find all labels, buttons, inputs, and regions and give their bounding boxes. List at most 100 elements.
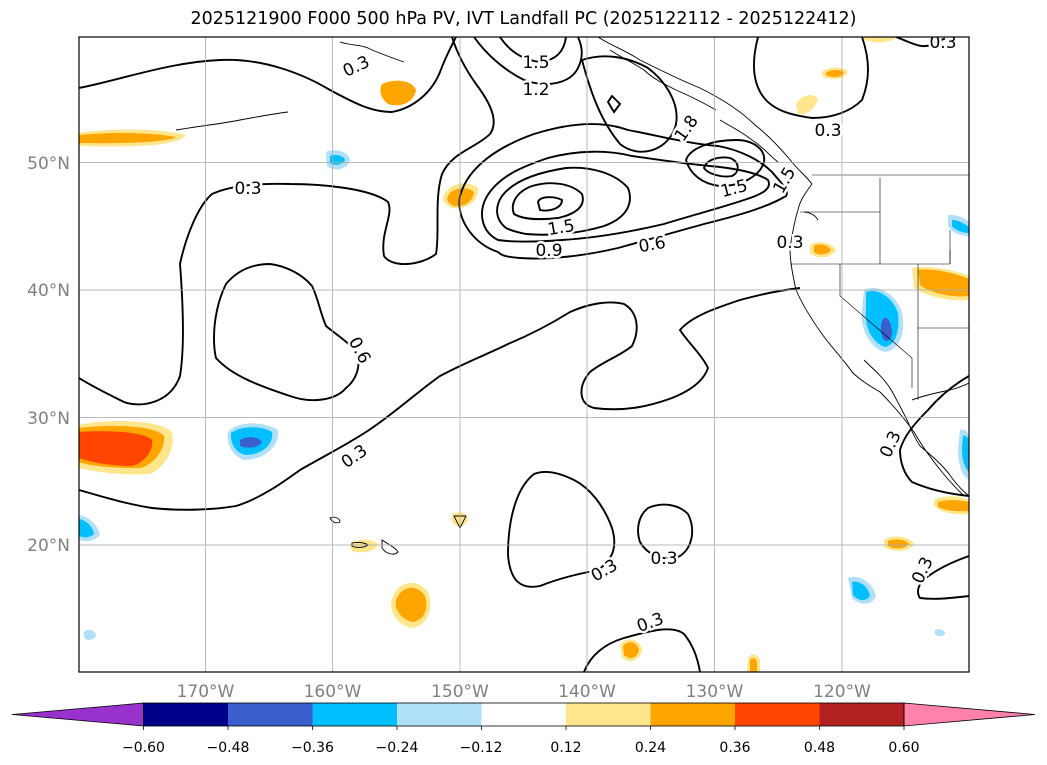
contour-line xyxy=(213,263,360,402)
coastline xyxy=(789,183,881,393)
colorbar-tick-label: 0.12 xyxy=(550,740,581,756)
contour-label: 0.3 xyxy=(776,233,803,253)
contour-label: 0.9 xyxy=(535,241,562,261)
colorbar-extend-max xyxy=(903,702,1036,727)
contour-line xyxy=(537,196,563,212)
lat-label: 30°N xyxy=(27,409,70,429)
coastline xyxy=(175,111,289,131)
contour-line xyxy=(580,55,678,153)
contour-line xyxy=(496,166,631,236)
shaded-patch xyxy=(880,317,892,342)
shaded-patch xyxy=(350,539,378,553)
lon-label: 170°W xyxy=(177,682,235,702)
colorbar-tick-label: 0.60 xyxy=(888,740,919,756)
contour-line xyxy=(499,37,567,63)
contour-label: 0.3 xyxy=(814,121,841,141)
shaded-patch xyxy=(79,132,176,144)
colorbar-swatch xyxy=(819,703,904,726)
colorbar-tick-label: −0.60 xyxy=(122,740,165,756)
contour-line xyxy=(583,628,701,672)
coastline xyxy=(381,539,399,555)
contour-line xyxy=(753,37,869,119)
state-borders xyxy=(790,174,969,400)
contour-label: 1.2 xyxy=(522,80,549,100)
contour-label: 0.3 xyxy=(234,179,261,199)
lat-label: 20°N xyxy=(27,536,70,556)
colorbar-swatch xyxy=(397,703,482,726)
shaded-patch xyxy=(852,581,870,601)
contour-label: 0.3 xyxy=(340,52,373,82)
border-line xyxy=(839,264,913,388)
contour-label: 0.3 xyxy=(929,33,956,53)
contour-line xyxy=(895,37,955,48)
map-area: 0.3 0.3 0.3 0.3 0.3 0.3 0.3 0.3 0.3 0.3 … xyxy=(79,33,969,672)
contour-label: 1.5 xyxy=(769,164,800,197)
colorbar-extend-min xyxy=(11,702,144,727)
lon-label: 160°W xyxy=(304,682,362,702)
contour-label: 1.5 xyxy=(522,53,549,73)
lat-label: 40°N xyxy=(27,281,70,301)
coastline xyxy=(329,516,341,524)
contour-label: 0.3 xyxy=(588,555,621,586)
shaded-patch xyxy=(962,435,969,472)
contour-line xyxy=(606,94,622,114)
shaded-patch xyxy=(84,629,96,640)
contour-line xyxy=(702,156,739,178)
colorbar-swatch xyxy=(735,703,820,726)
coastline xyxy=(879,391,965,497)
contour-line xyxy=(637,503,694,560)
shaded-anomalies xyxy=(79,37,969,672)
colorbar-tick-label: 0.48 xyxy=(804,740,835,756)
map-frame xyxy=(78,36,970,673)
contour-label: 1.5 xyxy=(719,176,750,202)
contour-line xyxy=(511,182,584,221)
contour-line xyxy=(899,375,969,497)
shaded-patch xyxy=(826,70,844,78)
figure-title: 2025121900 F000 500 hPa PV, IVT Landfall… xyxy=(190,9,857,29)
shaded-patch xyxy=(623,642,639,658)
contour-line xyxy=(79,287,801,511)
contour-label: 0.3 xyxy=(876,428,906,461)
contour-label: 0.3 xyxy=(634,609,666,637)
colorbar-swatch xyxy=(481,703,566,726)
coastline xyxy=(919,445,969,497)
lon-label: 150°W xyxy=(431,682,489,702)
contour-line xyxy=(507,471,616,588)
shaded-patch xyxy=(79,519,94,538)
longitude-labels: 170°W 160°W 150°W 140°W 130°W 120°W xyxy=(177,682,871,702)
shaded-patch xyxy=(863,37,898,43)
coastline xyxy=(863,359,921,447)
shaded-patch xyxy=(240,437,262,448)
contour-label: 1.5 xyxy=(546,216,576,240)
shaded-patch xyxy=(395,587,427,622)
contour-line xyxy=(473,37,583,85)
contour-label: 0.3 xyxy=(650,549,677,569)
coastline xyxy=(339,41,405,63)
contour-line xyxy=(481,150,770,243)
contour-line xyxy=(79,37,495,406)
lon-label: 130°W xyxy=(686,682,744,702)
border-line xyxy=(800,178,881,213)
pv-contours xyxy=(79,37,969,672)
contour-line xyxy=(79,37,457,113)
shaded-patch xyxy=(938,500,969,512)
shaded-patch xyxy=(79,431,153,466)
shaded-patch xyxy=(935,629,945,637)
colorbar-swatch xyxy=(228,703,313,726)
contour-label: 0.3 xyxy=(908,554,938,587)
coastline xyxy=(719,119,779,163)
lat-label: 50°N xyxy=(27,154,70,174)
colorbar xyxy=(11,702,1036,730)
shaded-patch xyxy=(750,658,757,672)
shaded-patch xyxy=(888,539,909,549)
coastline xyxy=(803,211,819,221)
colorbar-frame xyxy=(143,702,905,727)
colorbar-swatch xyxy=(650,703,735,726)
latitude-labels: 50°N 40°N 30°N 20°N xyxy=(27,154,70,556)
shaded-patch xyxy=(952,220,969,233)
colorbar-tick-label: 0.24 xyxy=(635,740,666,756)
contour-label: 0.6 xyxy=(637,233,667,257)
colorbar-swatch xyxy=(143,703,228,726)
lon-label: 120°W xyxy=(813,682,871,702)
contour-line xyxy=(917,555,969,600)
